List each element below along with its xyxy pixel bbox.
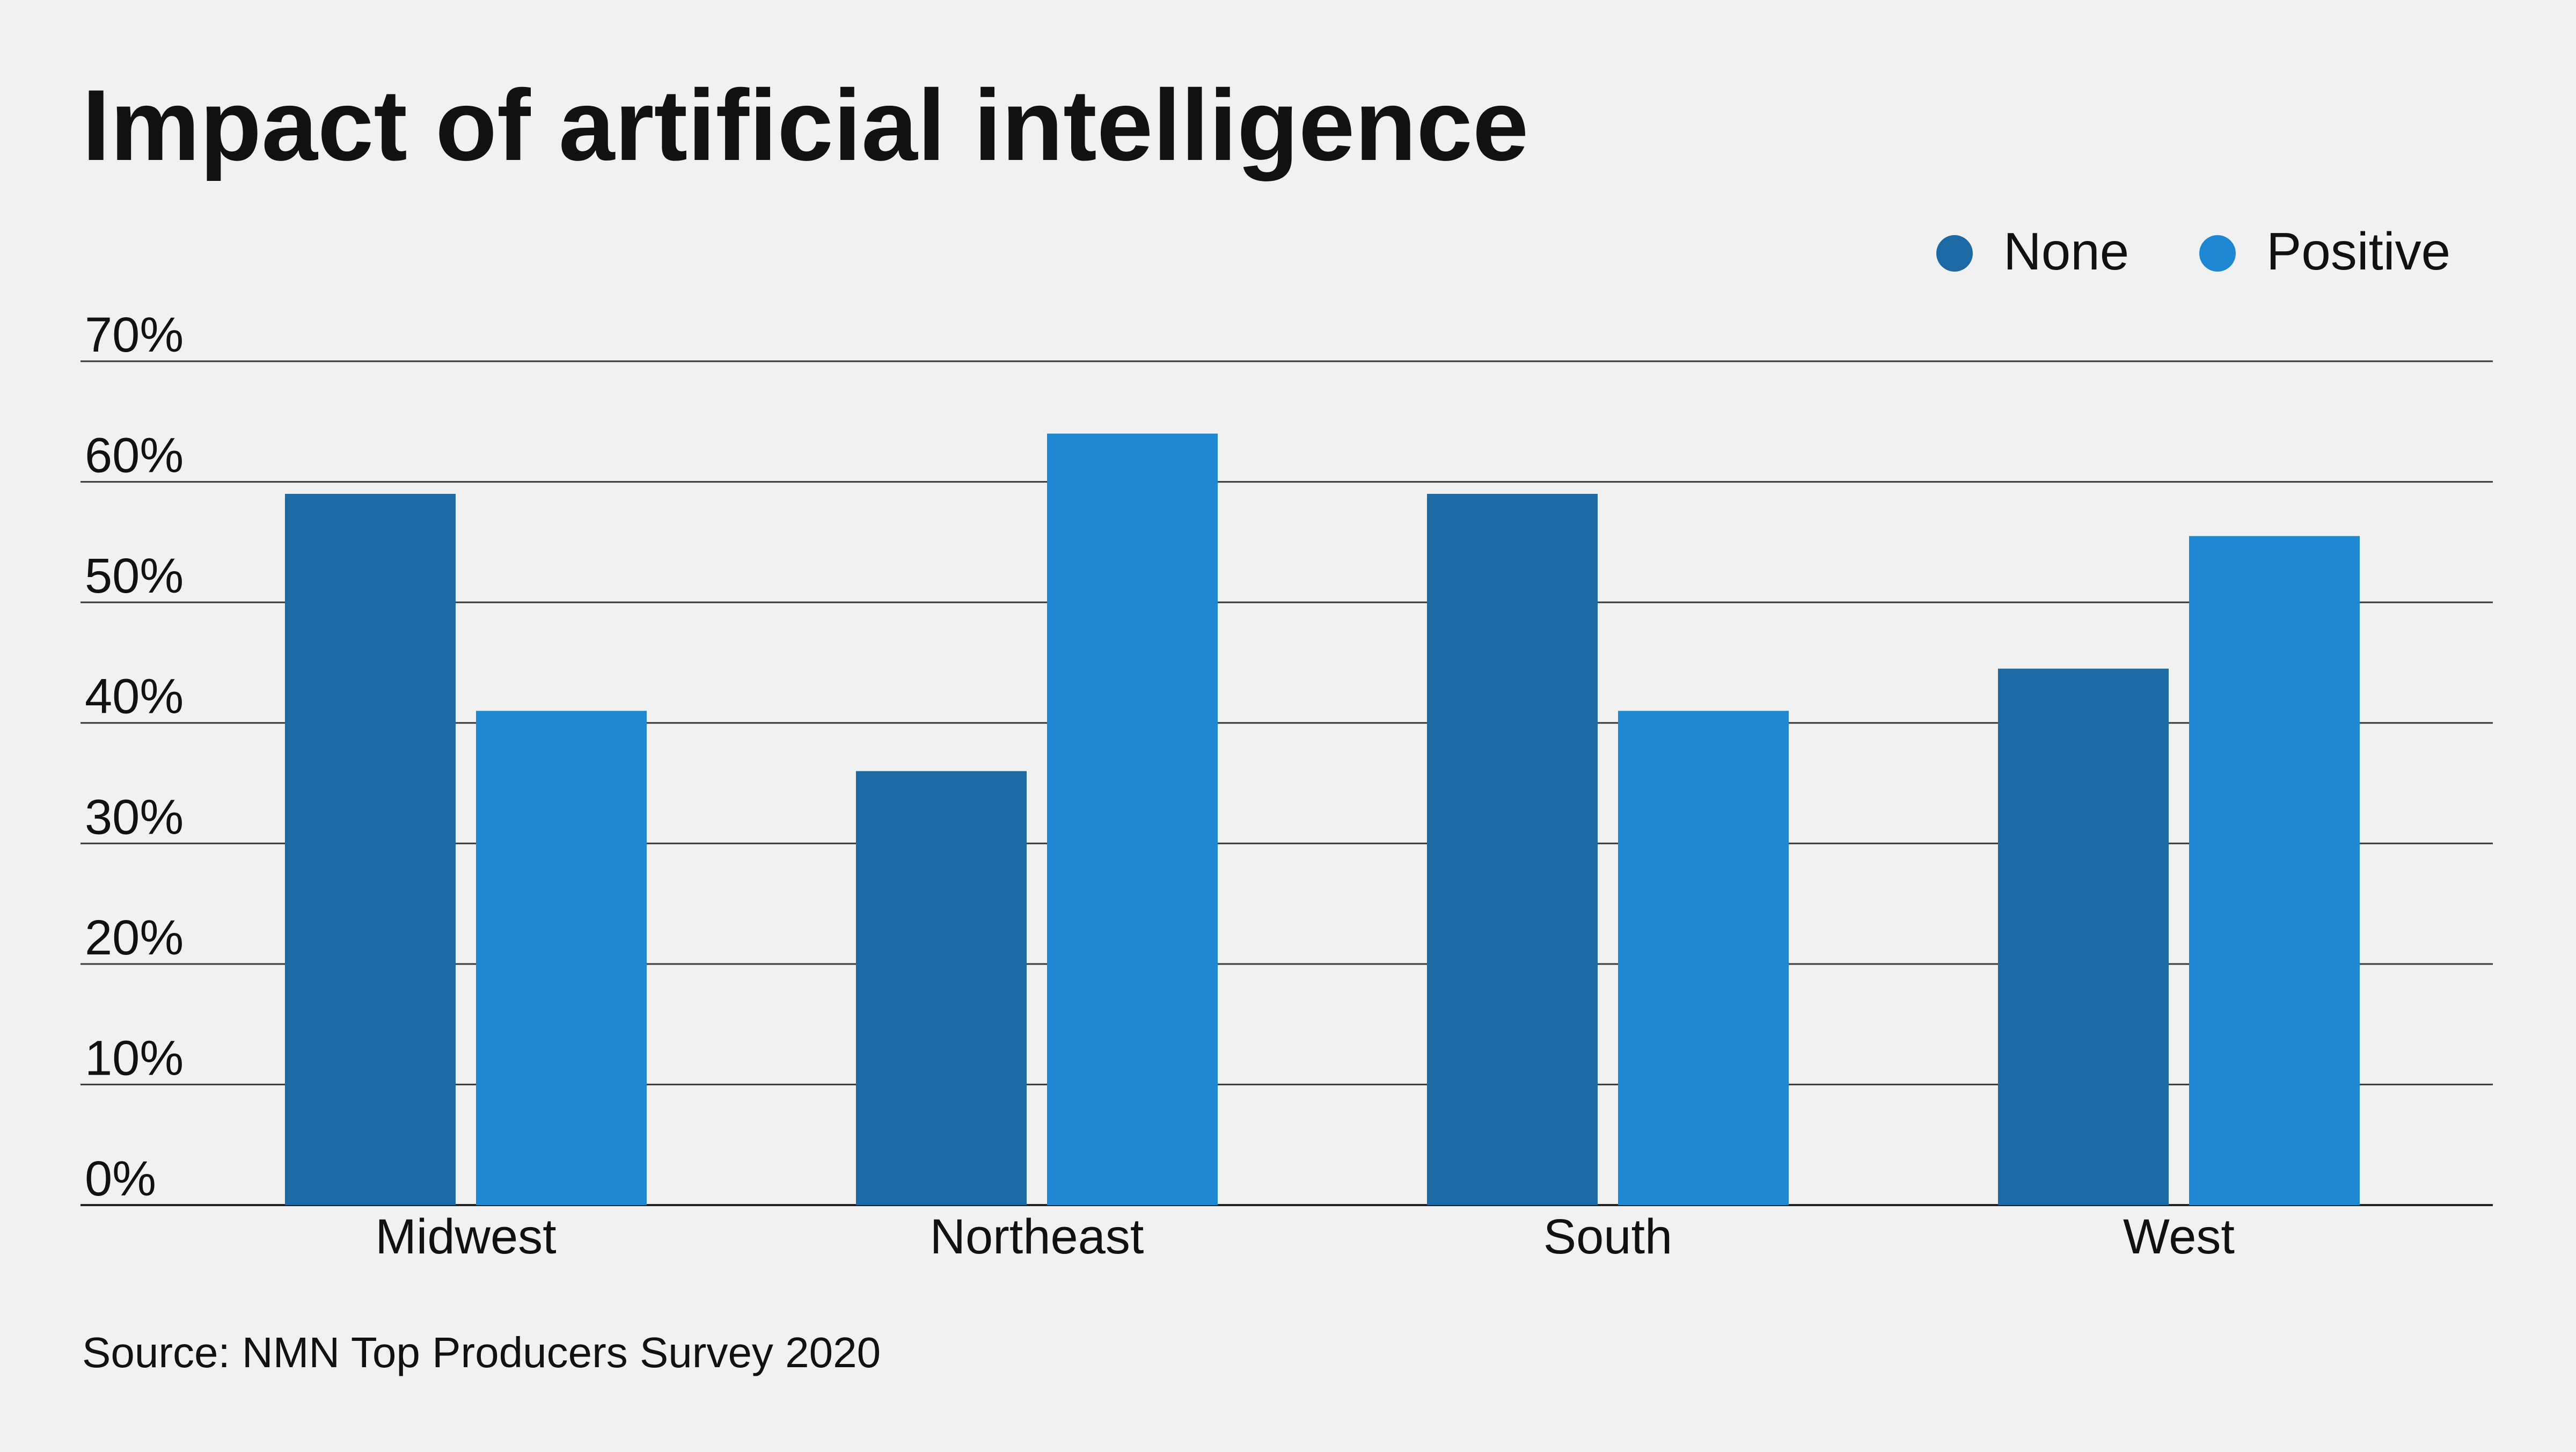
legend-swatch-none (1936, 235, 1973, 272)
bar-positive-west (2189, 536, 2360, 1205)
bar-none-south (1427, 494, 1598, 1205)
x-tick-label: Northeast (930, 1209, 1144, 1264)
y-tick-label: 0% (85, 1151, 156, 1206)
legend-label-positive: Positive (2266, 222, 2450, 281)
bars (285, 433, 2360, 1205)
bar-none-west (1998, 668, 2169, 1205)
x-tick-label: West (2123, 1209, 2235, 1264)
y-tick-label: 50% (85, 549, 184, 603)
y-tick-label: 30% (85, 790, 184, 844)
bar-none-northeast (856, 771, 1027, 1205)
chart-title: Impact of artificial intelligence (82, 69, 1528, 181)
legend-swatch-positive (2199, 235, 2236, 272)
x-axis-ticks: Midwest Northeast South West (375, 1209, 2235, 1264)
x-tick-label: South (1543, 1209, 1672, 1264)
y-tick-label: 60% (85, 428, 184, 483)
bar-none-midwest (285, 494, 456, 1205)
bar-positive-northeast (1047, 433, 1218, 1205)
x-tick-label: Midwest (375, 1209, 556, 1264)
source-note: Source: NMN Top Producers Survey 2020 (82, 1329, 881, 1376)
y-axis-ticks: 0% 10% 20% 30% 40% 50% 60% 70% (85, 308, 184, 1206)
bar-positive-midwest (476, 711, 647, 1205)
y-tick-label: 40% (85, 669, 184, 724)
y-tick-label: 10% (85, 1031, 184, 1085)
y-tick-label: 20% (85, 910, 184, 965)
y-tick-label: 70% (85, 308, 184, 362)
legend: None Positive (1936, 222, 2450, 281)
legend-label-none: None (2003, 222, 2129, 281)
bar-positive-south (1618, 711, 1789, 1205)
